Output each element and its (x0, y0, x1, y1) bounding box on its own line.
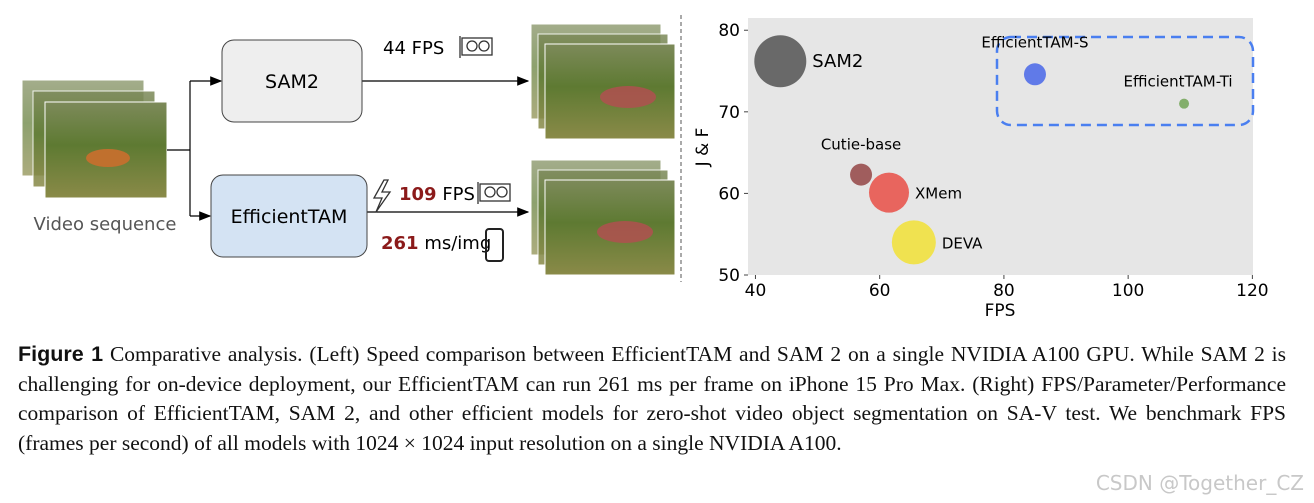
point-label: SAM2 (812, 51, 863, 72)
lightning-icon (372, 179, 392, 213)
latency: 261 ms/img (381, 233, 491, 254)
y-tick-label: 80 (718, 21, 740, 41)
y-tick-label: 60 (718, 184, 740, 204)
x-tick-label: 60 (869, 281, 891, 301)
x-axis-label: FPS (985, 301, 1016, 321)
gpu-icon (477, 182, 511, 204)
model-box (221, 39, 363, 123)
input-label: Video sequence (34, 214, 177, 235)
speed: 109 FPS (399, 184, 475, 205)
x-tick-label: 120 (1236, 281, 1268, 301)
speed-value: 109 (399, 184, 437, 205)
x-tick-label: 40 (745, 281, 767, 301)
speed-value: 44 (383, 38, 406, 59)
bubble (850, 163, 873, 186)
point-label: DEVA (942, 234, 983, 252)
bubble (1179, 98, 1190, 109)
figure: Video sequence SAM2 EfficientTAM 44 FPS … (21, 15, 1269, 321)
output-frames (530, 23, 676, 276)
input-frames (21, 79, 168, 199)
x-tick-label: 100 (1112, 281, 1144, 301)
model-name: SAM2 (265, 71, 319, 93)
point-label: EfficientTAM-S (981, 33, 1088, 51)
model-name: EfficientTAM (231, 206, 348, 228)
model-box (210, 174, 368, 258)
speed: 44 FPS (383, 38, 444, 59)
caption-text: Comparative analysis. (Left) Speed compa… (18, 342, 1286, 455)
y-tick-label: 70 (718, 103, 740, 123)
caption-label: Figure 1 (18, 342, 104, 366)
speed-unit: FPS (412, 38, 445, 59)
speed-unit: FPS (442, 184, 475, 205)
watermark: CSDN @Together_CZ (1095, 471, 1304, 495)
caption: Figure 1 Comparative analysis. (Left) Sp… (18, 340, 1286, 458)
latency-value: 261 (381, 233, 419, 254)
y-axis-label: J & F (693, 128, 713, 168)
bubble (869, 172, 910, 213)
plot-area (748, 18, 1253, 275)
point-label: EfficientTAM-Ti (1123, 73, 1232, 91)
bubble (1023, 63, 1046, 86)
y-tick-label: 50 (718, 266, 740, 286)
point-label: XMem (915, 185, 962, 203)
point-label: Cutie-base (821, 136, 901, 154)
bubble (891, 220, 936, 265)
latency-unit: ms/img (424, 233, 491, 254)
gpu-icon (459, 36, 493, 58)
phone-icon (485, 228, 504, 262)
x-tick-label: 80 (993, 281, 1015, 301)
connectors (167, 76, 530, 221)
highlight-box (995, 35, 1255, 127)
bubble (754, 35, 807, 88)
